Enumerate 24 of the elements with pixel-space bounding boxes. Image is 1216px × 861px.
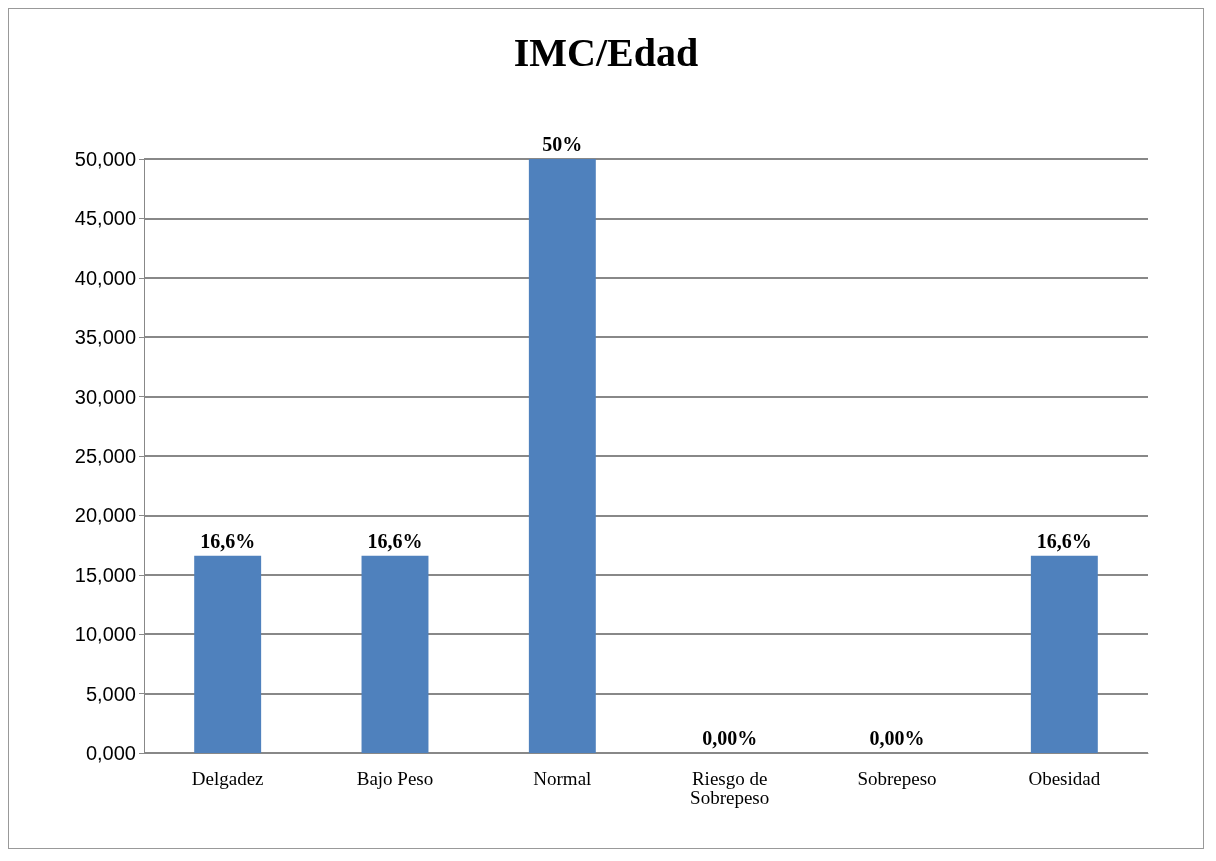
y-tick-label: 20,000 [74, 504, 136, 527]
y-tick-label: 45,000 [74, 207, 136, 230]
y-tick-label: 50,000 [74, 148, 136, 170]
x-tick-label: Riesgo de Sobrepeso [690, 768, 770, 808]
y-tick-label: 0,000 [85, 742, 136, 764]
y-tick-label: 35,000 [74, 326, 136, 349]
chart-title: IMC/Edad [513, 29, 699, 75]
data-label: 50% [542, 133, 583, 155]
x-tick-label: Normal [533, 768, 592, 789]
y-tick-label: 5,000 [85, 682, 136, 705]
y-tick-label: 30,000 [74, 385, 136, 408]
y-tick-label: 25,000 [74, 445, 136, 467]
y-tick-label: 10,000 [74, 623, 136, 646]
data-label: 16,6% [200, 529, 256, 552]
data-label: 16,6% [1036, 529, 1092, 552]
data-label: 0,00% [702, 727, 758, 749]
x-tick-label: Delgadez [191, 768, 264, 789]
x-tick-label: Bajo Peso [356, 768, 434, 789]
x-tick-label: Obesidad [1028, 768, 1101, 789]
x-tick-label: Sobrepeso [857, 768, 937, 789]
data-label: 0,00% [869, 727, 925, 749]
y-tick-label: 15,000 [74, 563, 136, 586]
y-tick-label: 40,000 [74, 266, 136, 289]
data-label: 16,6% [367, 529, 423, 552]
